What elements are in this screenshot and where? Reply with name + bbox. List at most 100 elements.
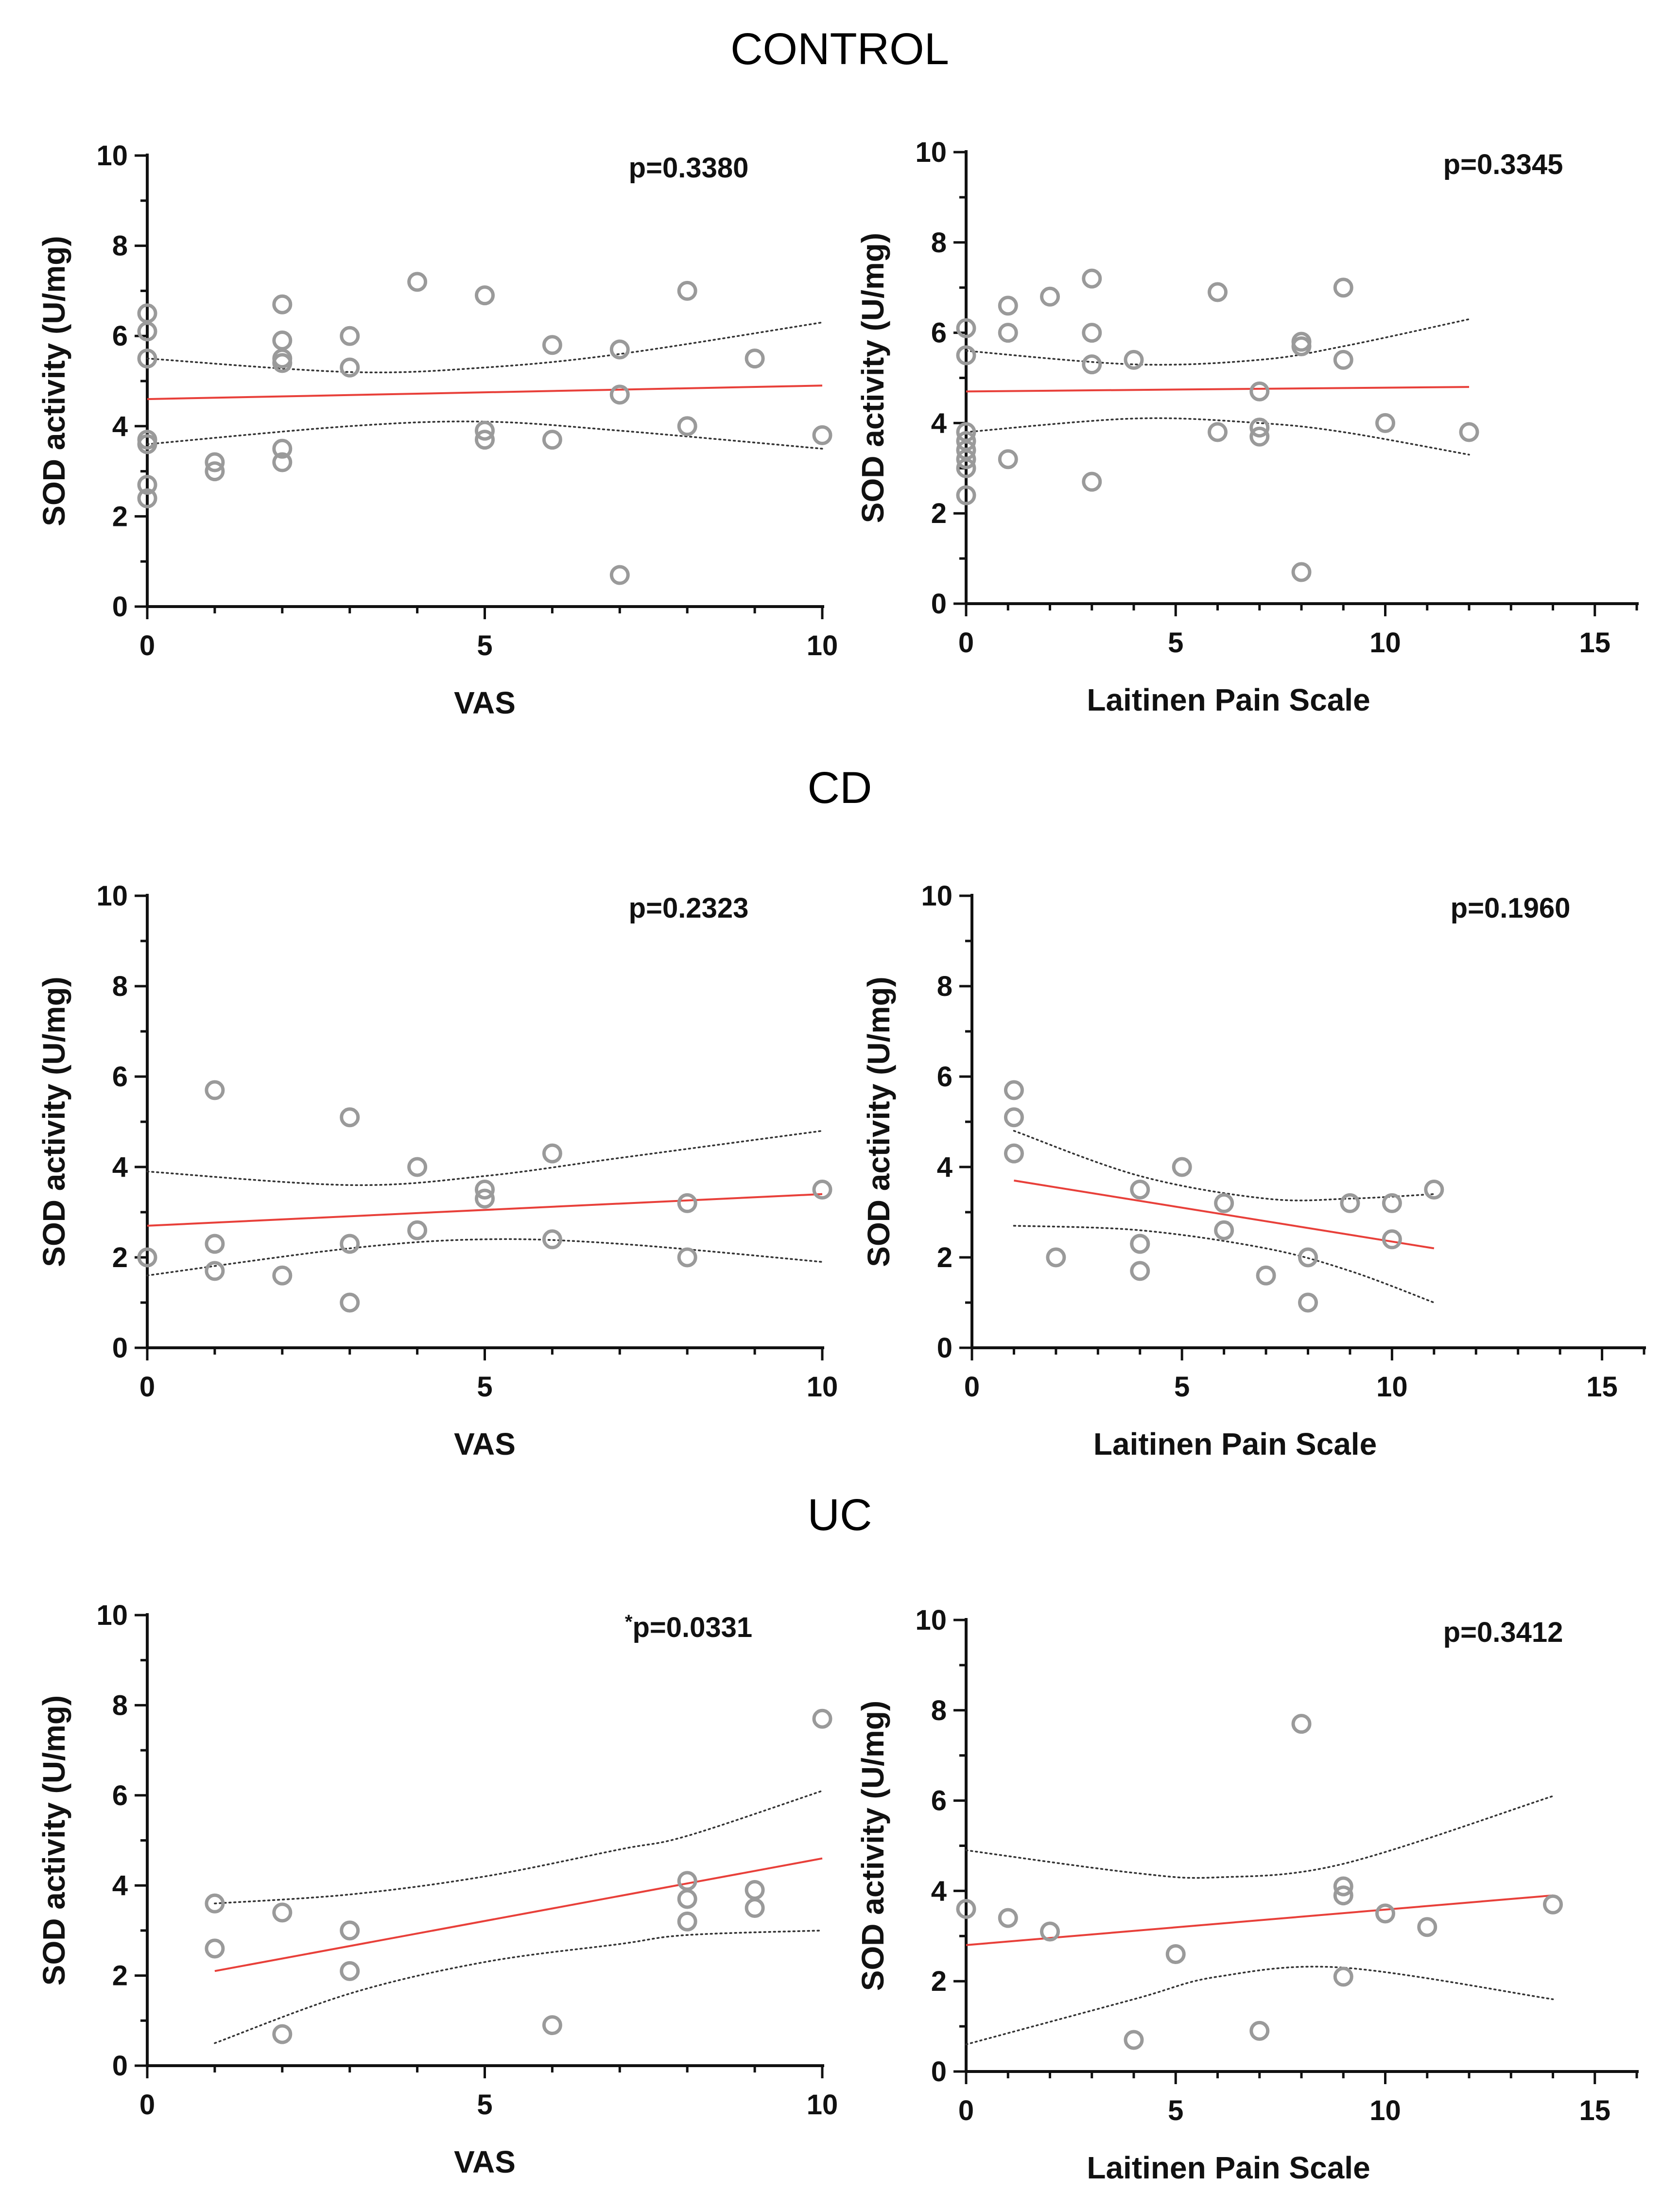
data-point: [1249, 418, 1270, 438]
data-point: [1214, 1193, 1234, 1213]
data-point: [272, 353, 293, 373]
data-point: [956, 449, 976, 470]
data-point: [1082, 268, 1102, 289]
data-point: [205, 452, 225, 472]
y-tick-label: 4: [112, 1151, 128, 1183]
x-tick-label: 10: [807, 2089, 838, 2121]
data-point: [340, 326, 360, 346]
data-point: [1333, 1967, 1353, 1987]
data-point: [205, 461, 225, 482]
data-point: [475, 1180, 495, 1200]
data-point: [475, 420, 495, 441]
data-point: [1291, 562, 1312, 582]
data-point: [475, 430, 495, 450]
data-point: [340, 1920, 360, 1941]
y-axis-title: SOD activity (U/mg): [855, 1701, 890, 1991]
regression-line: [147, 384, 823, 400]
y-tick-label: 2: [937, 1242, 953, 1273]
x-tick-label: 0: [139, 630, 155, 662]
data-point: [407, 272, 428, 292]
data-point: [1333, 349, 1353, 370]
ci-upper-curve: [146, 321, 823, 374]
data-point: [1340, 1193, 1360, 1213]
x-tick-label: 0: [139, 2089, 155, 2121]
ci-lower-curve: [146, 1238, 823, 1276]
x-axis-title: Laitinen Pain Scale: [1087, 2150, 1370, 2185]
y-tick-label: 6: [112, 1780, 128, 1811]
y-tick-label: 0: [112, 591, 128, 623]
data-point: [956, 345, 976, 366]
data-point: [475, 1188, 495, 1209]
p-value-label: p=0.3345: [1443, 149, 1563, 180]
data-point: [542, 1229, 562, 1250]
data-point: [677, 1911, 697, 1932]
y-axis-title: SOD activity (U/mg): [861, 976, 896, 1267]
y-tick-label: 8: [112, 971, 128, 1002]
data-point: [1417, 1917, 1438, 1937]
chart-panel-4: 0 2 4 6 8 10 0 5 10 15 SOD activity (U/mg) Laitinen…: [861, 880, 1646, 1462]
chart-panel-5: 0 2 4 6 8 10 0 5 10 SOD activity (U/mg) VAS *p=0.03…: [36, 1600, 838, 2179]
data-point: [998, 449, 1018, 470]
x-tick-label: 15: [1586, 1371, 1618, 1403]
y-tick-label: 10: [96, 880, 128, 912]
data-point: [1130, 1234, 1150, 1254]
x-tick-label: 0: [958, 627, 974, 659]
y-tick-label: 10: [96, 140, 128, 172]
data-point: [1256, 1265, 1276, 1286]
y-tick-label: 2: [931, 1966, 947, 1997]
data-point: [1543, 1894, 1563, 1915]
data-point: [1004, 1107, 1024, 1128]
y-tick-label: 4: [112, 1870, 128, 1901]
y-tick-label: 6: [937, 1061, 953, 1093]
data-point: [1459, 422, 1479, 442]
x-axis-title: VAS: [454, 685, 516, 720]
x-axis-title: VAS: [454, 1427, 516, 1462]
data-point: [1004, 1080, 1024, 1100]
data-point: [475, 285, 495, 306]
data-point: [205, 1234, 225, 1254]
regression-line: [147, 1193, 823, 1227]
y-tick-label: 0: [931, 2056, 947, 2088]
data-point: [1333, 278, 1353, 298]
data-point: [137, 321, 157, 342]
ci-upper-curve: [1013, 1130, 1435, 1201]
y-tick-label: 10: [915, 137, 947, 168]
data-point: [137, 488, 157, 508]
y-axis-title: SOD activity (U/mg): [36, 1695, 71, 1985]
data-point: [609, 384, 630, 405]
data-point: [272, 330, 293, 350]
data-point: [205, 1893, 225, 1914]
regression-line: [1014, 1179, 1435, 1250]
y-tick-label: 2: [931, 498, 947, 529]
data-point: [205, 1938, 225, 1959]
chart-panel-3: 0 2 4 6 8 10 0 5 10 SOD activity (U/mg) VAS p=0.232…: [36, 880, 838, 1462]
data-point: [137, 474, 157, 495]
data-point: [677, 1193, 697, 1213]
data-point: [205, 1080, 225, 1100]
regression-line: [966, 1894, 1553, 1946]
data-point: [1172, 1157, 1192, 1177]
ci-upper-curve: [965, 318, 1470, 366]
data-point: [1375, 1903, 1395, 1924]
data-point: [956, 1899, 976, 1919]
data-point: [998, 323, 1018, 343]
data-point: [1298, 1292, 1318, 1313]
data-point: [956, 485, 976, 505]
p-value-label: *p=0.0331: [625, 1611, 752, 1643]
data-point: [745, 1880, 765, 1900]
ci-upper-curve: [214, 1790, 823, 1905]
data-point: [998, 296, 1018, 316]
ci-lower-curve: [965, 1966, 1554, 2046]
x-axis-title: Laitinen Pain Scale: [1087, 682, 1370, 717]
section-title-cd: CD: [808, 763, 872, 813]
data-point: [677, 1871, 697, 1891]
p-value-label: p=0.3412: [1443, 1617, 1563, 1648]
y-tick-label: 4: [937, 1151, 953, 1183]
data-point: [745, 348, 765, 369]
data-point: [1165, 1944, 1186, 1964]
y-tick-label: 0: [112, 1332, 128, 1364]
x-tick-label: 10: [807, 630, 838, 662]
data-point: [137, 348, 157, 369]
data-point: [1082, 354, 1102, 375]
data-point: [272, 294, 293, 314]
